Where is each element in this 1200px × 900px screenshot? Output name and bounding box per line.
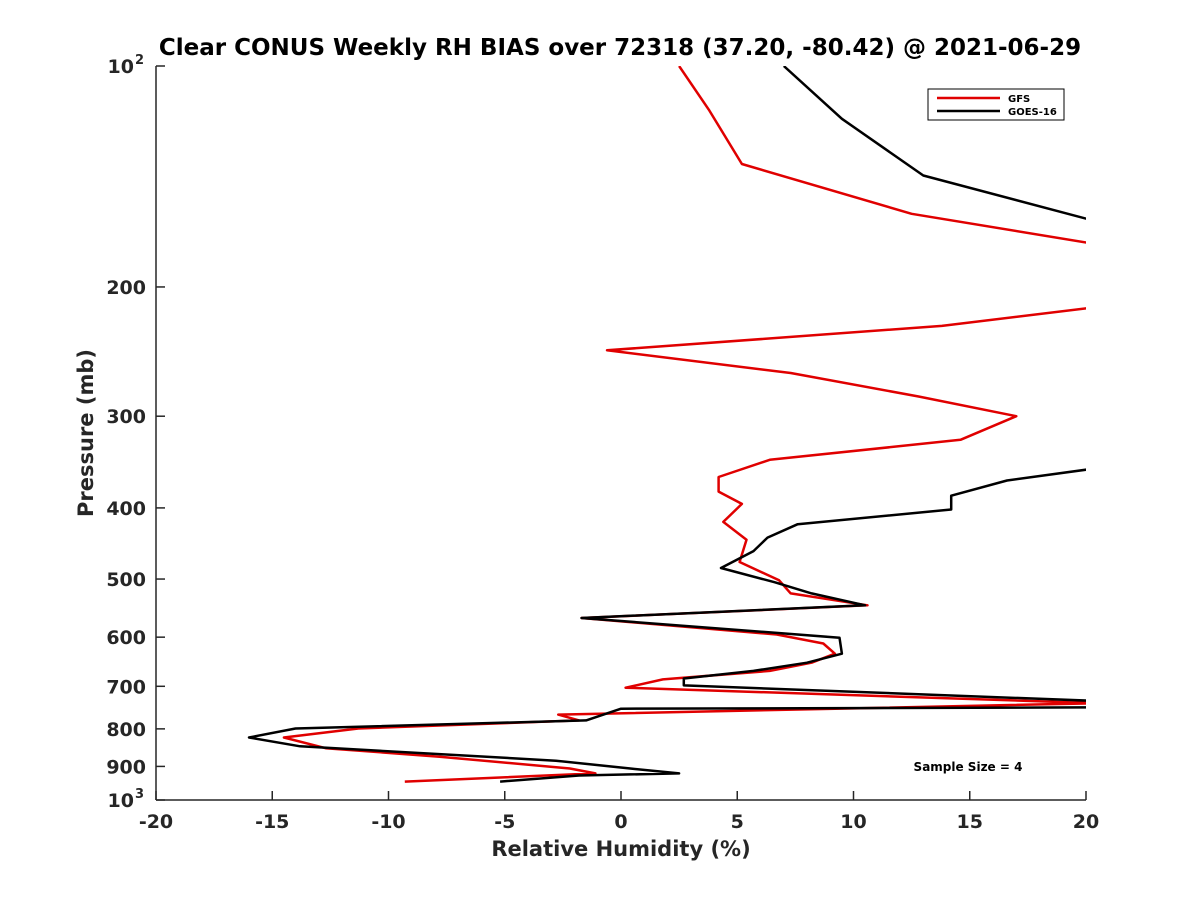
x-tick-label: -20	[139, 811, 173, 833]
x-tick-label: 0	[614, 811, 627, 833]
y-tick-label: 900	[106, 756, 146, 778]
x-tick-label: -5	[494, 811, 515, 833]
x-tick-label: 15	[957, 811, 983, 833]
y-tick-label: 200	[106, 277, 146, 299]
series-layer	[247, 66, 1086, 783]
legend: GFS GOES-16	[927, 88, 1065, 121]
series-line-goes-16	[247, 66, 1086, 783]
y-tick-label: 300	[106, 406, 146, 428]
sample-size-annotation: Sample Size = 4	[914, 760, 1023, 774]
x-axis-label: Relative Humidity (%)	[491, 837, 750, 861]
legend-box	[927, 88, 1065, 121]
chart-title: Clear CONUS Weekly RH BIAS over 72318 (3…	[159, 35, 1081, 61]
legend-label-goes16: GOES-16	[1008, 107, 1057, 118]
y-tick-label: 600	[106, 627, 146, 649]
y-tick-label: 10	[108, 790, 134, 812]
y-tick-label: 700	[106, 676, 146, 698]
y-tick-label: 800	[106, 719, 146, 741]
y-tick-label-exponent: 2	[135, 53, 144, 68]
x-tick-label: 20	[1073, 811, 1099, 833]
y-tick-label: 400	[106, 498, 146, 520]
y-tick-label-exponent: 3	[135, 787, 144, 802]
x-tick-label: 10	[840, 811, 866, 833]
plot-area	[156, 66, 1086, 800]
y-axis-label: Pressure (mb)	[74, 349, 98, 517]
x-tick-label: 5	[731, 811, 744, 833]
x-tick-label: -15	[255, 811, 289, 833]
legend-label-gfs: GFS	[1008, 94, 1030, 105]
y-tick-label: 500	[106, 569, 146, 591]
y-tick-label: 10	[108, 56, 134, 78]
x-tick-label: -10	[371, 811, 405, 833]
